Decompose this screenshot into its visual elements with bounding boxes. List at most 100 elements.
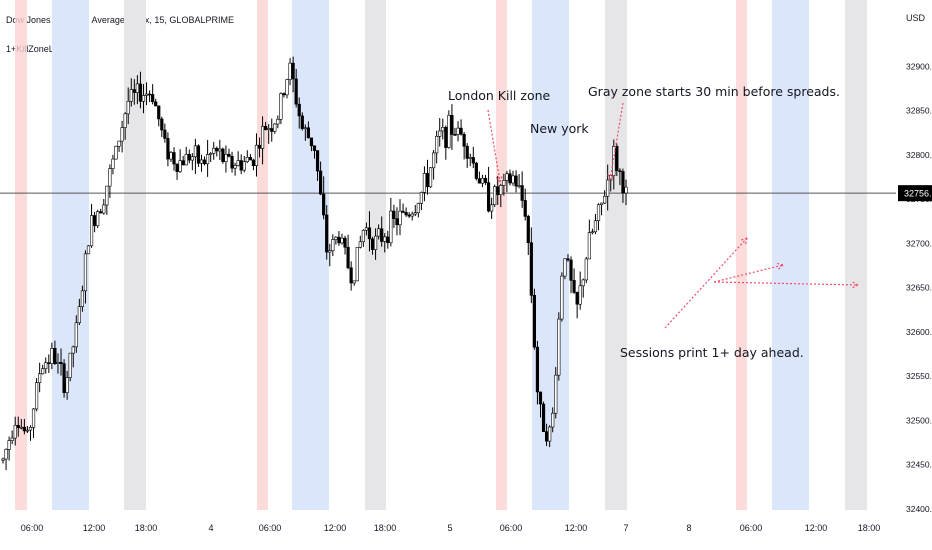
candle-body: [93, 215, 97, 227]
annotation-arrow: [713, 281, 859, 286]
candle-body: [89, 215, 94, 247]
time-tick-label: 12:00: [565, 523, 588, 533]
indicator-label[interactable]: 1+KillZoneLite: [6, 44, 64, 54]
session-zone-newyork: [292, 0, 329, 510]
candle-body: [352, 280, 356, 284]
candle-body: [34, 382, 39, 410]
candle-body: [465, 145, 469, 159]
candle-body: [248, 156, 252, 161]
candle-body: [456, 127, 460, 135]
candle-body: [325, 214, 329, 253]
currency-label: USD: [906, 13, 926, 23]
candle-body: [80, 290, 85, 307]
candle-body: [141, 95, 146, 102]
candle-body: [337, 236, 341, 244]
candle-body: [493, 186, 497, 206]
candle-body: [575, 292, 579, 305]
candle-body: [383, 236, 387, 242]
annotation-arrow: [664, 237, 748, 329]
candle-body: [233, 165, 237, 169]
candle-body: [190, 156, 194, 161]
candle-body: [526, 216, 530, 244]
arrow-head: [740, 237, 748, 241]
candle-body: [184, 153, 188, 166]
candle-body: [422, 173, 427, 193]
candle-body: [154, 101, 158, 107]
candle-body: [300, 115, 304, 129]
candle-body: [172, 152, 176, 165]
candle-body: [557, 318, 561, 376]
price-axis[interactable]: USD32900.0032850.0032800.0032750.0032700…: [898, 13, 932, 514]
candle-body: [202, 159, 207, 165]
candle-body: [468, 157, 472, 159]
candle-body: [62, 363, 66, 393]
candle-body: [566, 258, 570, 261]
candle-body: [312, 145, 317, 151]
arrow-head: [851, 280, 859, 286]
candle-body: [499, 185, 503, 195]
candle-body: [502, 180, 506, 186]
candle-body: [541, 403, 546, 432]
candle-body: [245, 156, 249, 163]
candle-body: [264, 126, 268, 131]
candle-body: [282, 93, 286, 96]
candle-body: [432, 152, 436, 169]
candle-body: [538, 391, 543, 405]
candle-body: [108, 168, 112, 187]
session-zone-gray: [605, 0, 627, 510]
candle-body: [453, 134, 457, 136]
candle-body: [587, 232, 591, 260]
candle-body: [319, 170, 323, 195]
candle-body: [358, 241, 362, 248]
candle-body: [529, 242, 533, 296]
candle-body: [554, 374, 558, 414]
time-tick-label: 18:00: [858, 523, 881, 533]
candle-body: [380, 228, 384, 242]
candle-body: [147, 93, 152, 96]
time-tick-label: 5: [447, 523, 452, 533]
candle-body: [28, 427, 33, 431]
candle-body: [438, 130, 442, 137]
arrow-head: [851, 284, 859, 289]
candle-body: [355, 247, 359, 282]
candle-body: [279, 93, 283, 120]
candle-body: [77, 306, 81, 324]
candle-body: [83, 253, 88, 292]
annotation-arrows: [487, 102, 859, 329]
candle-body: [309, 137, 314, 147]
candle-body: [590, 231, 595, 234]
candle-body: [193, 145, 197, 158]
candle-body: [236, 160, 240, 166]
candle-body: [377, 228, 381, 237]
candle-body: [291, 62, 295, 80]
candle-body: [47, 362, 51, 364]
candle-body: [508, 173, 512, 184]
annotations: London Kill zone New york Gray zone star…: [448, 84, 859, 360]
time-tick-label: 7: [623, 523, 628, 533]
candle-body: [523, 200, 527, 217]
candle-body: [68, 352, 72, 378]
candle-body: [520, 185, 524, 201]
time-tick-label: 18:00: [135, 523, 158, 533]
candlestick-series: [1, 56, 628, 471]
candle-body: [212, 147, 216, 154]
candle-body: [328, 250, 332, 253]
candle-body: [425, 173, 430, 188]
candle-body: [160, 118, 164, 131]
time-axis[interactable]: 06:00 12:00 18:00 4 06:00 12:00 18:00 5 06:00 12:…: [21, 523, 881, 533]
candle-body: [361, 229, 365, 243]
price-tick-label: 32450.00: [906, 460, 932, 470]
candle-body: [31, 408, 36, 428]
candle-body: [435, 136, 439, 154]
candle-body: [578, 285, 582, 305]
candle-body: [624, 186, 628, 194]
candle-body: [273, 123, 277, 132]
candle-body: [315, 150, 320, 172]
candle-body: [447, 115, 451, 148]
candle-body: [123, 113, 127, 128]
candle-body: [16, 425, 20, 428]
session-zone-gray: [845, 0, 867, 510]
candle-body: [410, 213, 414, 217]
arrow-head: [609, 174, 615, 181]
